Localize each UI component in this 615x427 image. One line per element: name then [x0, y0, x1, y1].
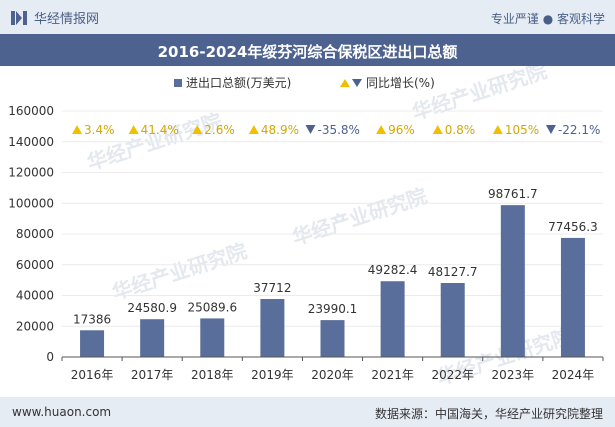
legend-up-triangle-icon [340, 79, 350, 87]
legend-bar-label: 进出口总额(万美元) [186, 76, 291, 90]
growth-label: 0.8% [445, 123, 476, 137]
bar-value-label: 49282.4 [368, 263, 418, 277]
legend: 进出口总额(万美元) 同比增长(%) [174, 76, 435, 90]
growth-label: 2.6% [204, 123, 235, 137]
growth-label: 96% [388, 123, 415, 137]
y-axis: 0 20000 40000 60000 80000 100000 120000 140000 1… [8, 104, 54, 364]
growth-up-triangle-icon [376, 125, 387, 134]
slogan: 专业严谨 ● 客观科学 [490, 12, 605, 26]
x-tick-label: 2019年 [251, 368, 294, 382]
bar[interactable] [140, 319, 165, 357]
bar[interactable] [380, 281, 405, 357]
y-tick-label: 40000 [16, 289, 54, 303]
growth-label: 105% [505, 123, 539, 137]
growth-up-triangle-icon [128, 125, 139, 134]
x-tick-label: 2022年 [431, 368, 474, 382]
x-tick-label: 2017年 [131, 368, 174, 382]
growth-label: -22.1% [558, 123, 600, 137]
legend-bar-swatch [174, 79, 182, 87]
title-bar: 2016-2024年绥芬河综合保税区进出口总额 [0, 34, 615, 66]
y-tick-label: 120000 [8, 166, 54, 180]
bar-value-label: 25089.6 [187, 300, 237, 314]
growth-down-triangle-icon [545, 125, 556, 134]
x-tick-label: 2016年 [71, 368, 114, 382]
watermark-text: 华经产业研究院 [409, 66, 550, 125]
growth-down-triangle-icon [305, 125, 316, 134]
brand-name: 华经情报网 [34, 12, 100, 27]
bar[interactable] [200, 318, 225, 357]
brand[interactable]: 华经情报网 [10, 8, 99, 27]
watermark-text: 华经产业研究院 [109, 239, 250, 305]
legend-down-triangle-icon [352, 79, 362, 87]
bar[interactable] [260, 299, 285, 357]
bar-value-label: 48127.7 [428, 265, 478, 279]
bar-value-label: 24580.9 [127, 301, 177, 315]
x-tick-label: 2024年 [552, 368, 595, 382]
growth-label: 41.4% [141, 123, 179, 137]
growth-up-triangle-icon [492, 125, 503, 134]
growth-labels: 3.4% 41.4% 2.6% 48.9% -35.8% 96% 0.8% 105% -22.1… [72, 123, 600, 137]
chart-title: 2016-2024年绥芬河综合保税区进出口总额 [157, 43, 458, 61]
y-tick-label: 0 [46, 350, 54, 364]
y-tick-label: 80000 [16, 227, 54, 241]
growth-label: 48.9% [261, 123, 299, 137]
bar-value-label: 98761.7 [488, 187, 538, 201]
bars: 17386 24580.9 25089.6 37712 23990.1 49282.4 48… [73, 187, 598, 357]
x-axis: 2016年 2017年 2018年 2019年 2020年 2021年 2022年 2023年… [61, 356, 604, 382]
bar-value-label: 77456.3 [548, 220, 598, 234]
bar-value-label: 23990.1 [308, 302, 358, 316]
x-tick-label: 2018年 [191, 368, 234, 382]
watermark-text: 华经产业研究院 [289, 184, 430, 250]
growth-up-triangle-icon [432, 125, 443, 134]
data-source: 数据来源：中国海关，华经产业研究院整理 [374, 407, 603, 421]
y-tick-label: 140000 [8, 135, 54, 149]
legend-growth-label: 同比增长(%) [366, 76, 435, 90]
bar[interactable] [500, 205, 525, 357]
bar-value-label: 17386 [73, 312, 111, 326]
bar[interactable] [440, 283, 465, 357]
bar[interactable] [80, 330, 105, 357]
bar-value-label: 37712 [253, 281, 291, 295]
site-link[interactable]: www.huaon.com [12, 405, 112, 419]
y-tick-label: 160000 [8, 104, 54, 118]
growth-label: -35.8% [318, 123, 360, 137]
brand-logo-icon [11, 10, 27, 25]
y-tick-label: 100000 [8, 196, 54, 210]
growth-up-triangle-icon [248, 125, 259, 134]
grid [62, 110, 603, 327]
growth-label: 3.4% [84, 123, 115, 137]
bottom-bar: www.huaon.com 数据来源：中国海关，华经产业研究院整理 [0, 397, 615, 427]
y-tick-label: 60000 [16, 258, 54, 272]
x-tick-label: 2023年 [492, 368, 535, 382]
chart: 华经产业研究院华经产业研究院华经产业研究院华经产业研究院华经产业研究院 0200… [8, 66, 604, 390]
growth-up-triangle-icon [192, 125, 203, 134]
y-tick-label: 20000 [16, 319, 54, 333]
bar[interactable] [320, 320, 345, 357]
x-tick-label: 2020年 [311, 368, 354, 382]
bar[interactable] [560, 237, 585, 357]
top-bar: 华经情报网 专业严谨 ● 客观科学 [0, 0, 615, 34]
x-tick-label: 2021年 [371, 368, 414, 382]
growth-up-triangle-icon [72, 125, 83, 134]
